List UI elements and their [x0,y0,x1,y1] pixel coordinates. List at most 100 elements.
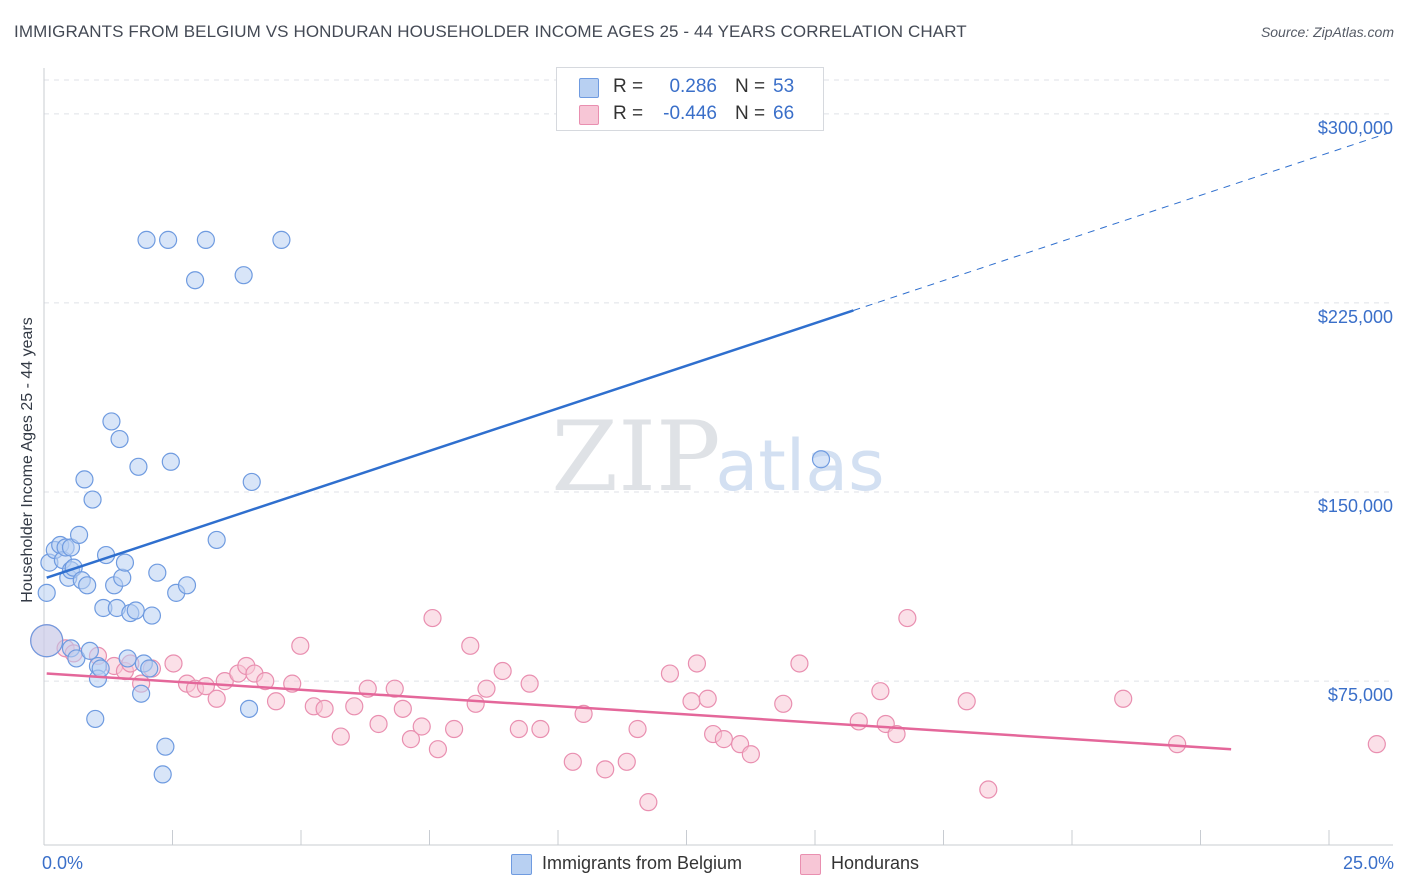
n-value: 53 [773,76,795,97]
honduran-point [393,699,412,718]
trend-lines [46,130,1394,751]
belgium-point [132,684,151,703]
r-label: R = [613,76,644,97]
legend-label: Hondurans [831,853,920,873]
n-label: N = [735,103,766,124]
belgium-point [113,568,132,587]
watermark: ZIP atlas [551,401,884,513]
belgium-point [811,450,831,469]
honduran-point [520,674,539,693]
honduran-point [574,704,593,723]
honduran-point [461,636,480,655]
y-tick-label: $75,000 [1328,685,1393,705]
honduran-point [493,661,512,681]
honduran-point [957,692,976,711]
honduran-point [871,682,890,701]
honduran-swatch [800,854,821,875]
honduran-point [714,730,733,749]
belgium-point [83,490,102,509]
belgium-swatch [511,854,532,875]
y-tick-labels: $75,000 $150,000 $225,000 $300,000 [1318,118,1393,705]
y-axis-label-wrap: Householder Income Ages 25 - 44 years [16,90,40,830]
belgium-point [140,659,159,678]
honduran-point [423,608,442,628]
honduran-point [412,717,431,736]
belgium-point [30,624,64,658]
honduran-point [1367,735,1386,754]
belgium-point [80,641,99,660]
honduran-point [345,697,364,716]
belgium-point [137,230,156,249]
honduran-point [401,730,421,749]
belgium-point [115,553,135,572]
honduran-point [256,672,275,691]
stats-legend: R = 0.286 N = 53 R = -0.446 N = 66 [556,67,824,131]
belgium-point [129,457,148,476]
belgium-point [37,583,56,602]
honduran-point [617,752,636,771]
grid-lines [44,79,1393,682]
x-tick-label-min: 0.0% [42,853,84,873]
belgium-point [86,709,105,729]
r-value: -0.446 [663,103,717,124]
y-tick-label: $300,000 [1318,118,1393,138]
honduran-point [687,654,707,673]
source-credit: Source: ZipAtlas.com [1260,24,1394,40]
belgium-point [153,765,172,784]
honduran-point [164,654,183,673]
honduran-point [291,636,310,655]
belgium-point [148,563,167,582]
honduran-point [741,745,760,764]
honduran-point [385,679,404,698]
honduran-point [466,694,485,713]
honduran-point [887,724,906,744]
belgium-point [234,266,253,285]
honduran-point [849,712,868,731]
honduran-point [369,714,388,734]
honduran-point [898,608,917,628]
belgium-point [126,601,145,620]
belgium-point [161,452,180,471]
r-value: 0.286 [669,76,717,97]
honduran-point [531,719,550,739]
belgium-swatch [579,78,599,98]
honduran-point [428,740,448,759]
honduran-point [563,752,582,771]
honduran-point [660,664,680,683]
belgium-point [118,649,137,668]
honduran-point [509,719,528,739]
belgium-point [196,230,215,249]
belgium-point [110,429,129,449]
belgium-point [142,606,162,625]
belgium-trend-line [46,309,854,579]
honduran-point [477,679,496,698]
legend-label: Immigrants from Belgium [542,853,743,873]
stats-row-belgium: R = 0.286 N = 53 [557,75,823,99]
belgium-point [207,530,226,550]
honduran-point [774,694,793,713]
honduran-point [331,727,350,746]
honduran-point [196,677,215,696]
belgium-point [272,230,291,249]
honduran-trend-line [46,672,1232,751]
honduran-point [639,793,658,812]
honduran-point [790,654,809,673]
y-tick-label: $225,000 [1318,307,1393,327]
belgium-point [185,271,205,290]
belgium-point [69,525,89,544]
belgium-point [177,576,197,595]
belgium-points [30,230,831,784]
watermark-atlas: atlas [715,425,884,507]
honduran-point [315,699,334,718]
honduran-point [698,689,717,708]
honduran-point [266,692,286,711]
honduran-swatch [579,105,599,125]
honduran-point [596,760,615,779]
n-label: N = [735,76,766,97]
y-axis-label: Householder Income Ages 25 - 44 years [19,317,36,603]
x-tick-label-max: 25.0% [1342,853,1394,873]
honduran-point [628,719,647,739]
watermark-zip: ZIP [551,401,720,513]
belgium-point [75,470,94,489]
